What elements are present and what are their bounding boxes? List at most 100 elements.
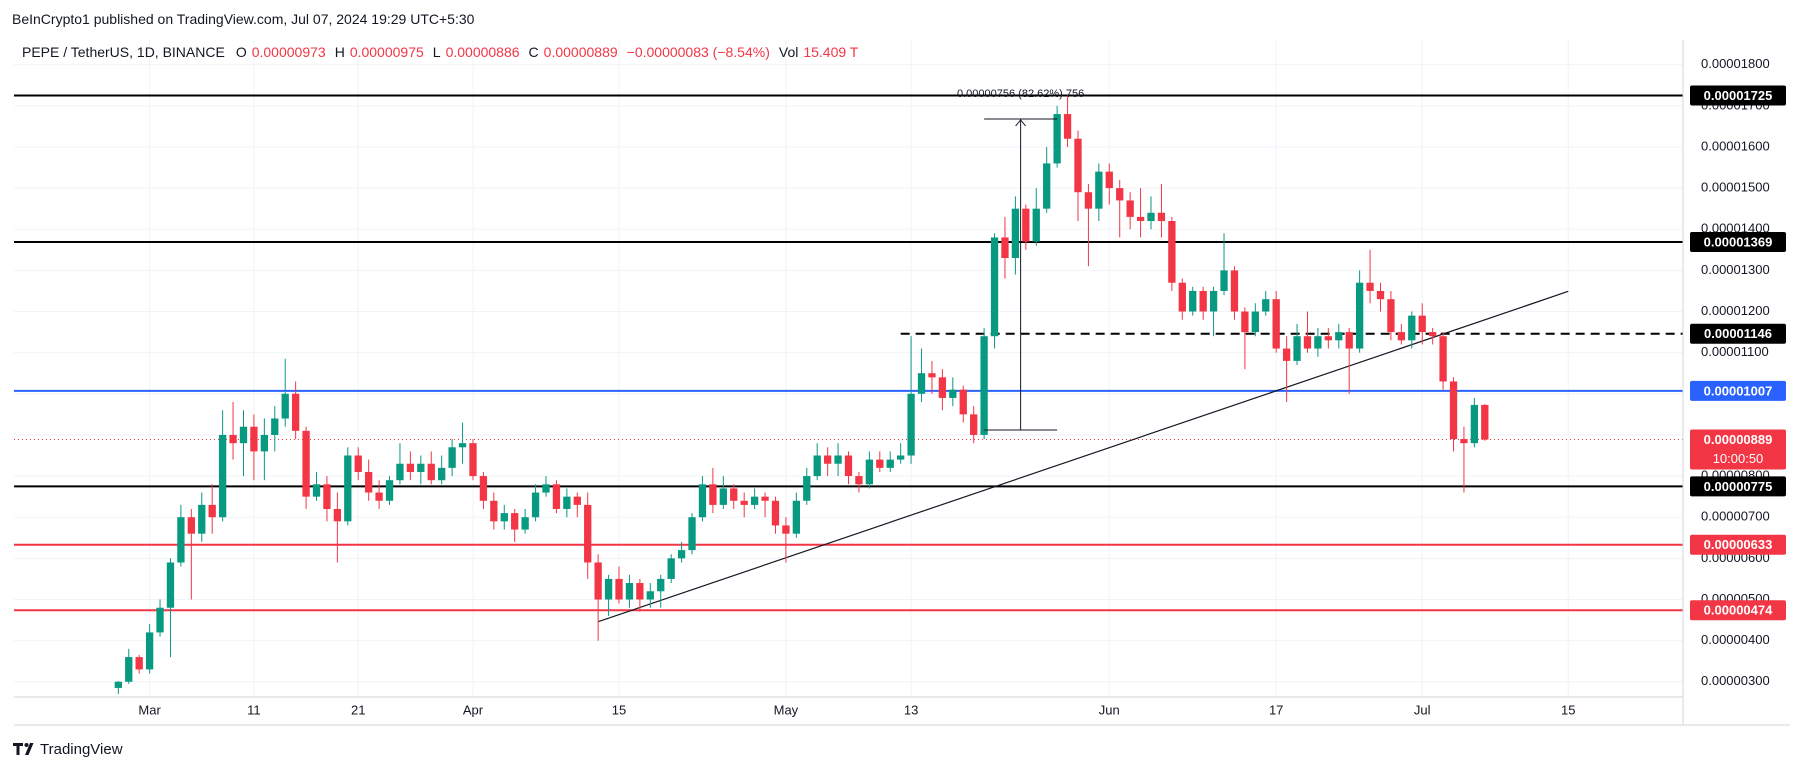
candle-body	[980, 336, 988, 435]
candle-body	[865, 459, 874, 485]
candle-body	[928, 373, 936, 378]
candle-body	[1136, 216, 1145, 222]
candle-body	[250, 426, 258, 452]
price-badge	[1690, 476, 1786, 497]
x-tick-label: 15	[1561, 702, 1575, 717]
candle-body	[344, 455, 352, 522]
candle-body	[688, 517, 696, 551]
plot-area	[14, 40, 1683, 697]
low-value: 0.00000886	[445, 44, 520, 60]
candle-body	[823, 455, 832, 464]
y-tick-label: 0.00001400	[1701, 221, 1770, 236]
measure-arrow	[1015, 119, 1027, 127]
candle-body	[385, 480, 394, 501]
candle-body	[1324, 336, 1332, 341]
candle-body	[1460, 439, 1468, 444]
x-tick-label: Apr	[463, 702, 484, 717]
candle-body	[844, 455, 853, 477]
candle-body	[521, 517, 529, 530]
high-label: H	[334, 44, 345, 60]
candle-body	[573, 496, 581, 505]
published-note: BeInCrypto1 published on TradingView.com…	[12, 11, 475, 27]
price-badge-label: 0.00001146	[1704, 326, 1772, 341]
x-tick-label: Jul	[1414, 702, 1431, 717]
tv-logo	[13, 743, 34, 755]
candle-body	[291, 393, 300, 431]
candle-body	[552, 484, 561, 509]
candle-body	[1178, 282, 1186, 312]
candle-body	[396, 463, 404, 481]
candle-body	[897, 455, 905, 460]
x-tick-label: May	[774, 702, 799, 717]
candle-body	[1001, 237, 1009, 259]
candle-body	[615, 578, 623, 600]
y-tick-label: 0.00001200	[1701, 303, 1770, 318]
candle-body	[1032, 208, 1040, 242]
candle-body	[531, 492, 540, 518]
candle-body	[198, 504, 206, 534]
candle-body	[1293, 336, 1301, 361]
candle-body	[1272, 299, 1280, 349]
volume-value: 15.409 T	[803, 44, 859, 60]
candle-body	[490, 500, 498, 522]
candle-body	[1449, 381, 1458, 440]
candle-body	[907, 393, 915, 456]
symbol-legend: PEPE / TetherUS, 1D, BINANCE O 0.00000973…	[22, 44, 862, 60]
trendline	[597, 290, 1569, 623]
close-value: 0.00000889	[543, 44, 618, 60]
candle-body	[208, 504, 216, 518]
candle-body	[740, 500, 748, 505]
price-badge	[1690, 380, 1786, 401]
candle-body	[1022, 208, 1030, 242]
x-tick-label: 15	[612, 702, 626, 717]
candle-body	[406, 463, 415, 472]
open-label: O	[235, 44, 247, 60]
candle-body	[1063, 114, 1072, 139]
x-tick-label: 11	[247, 702, 261, 717]
candle-body	[281, 393, 289, 419]
candle-body	[1074, 138, 1082, 193]
candle-body	[1314, 336, 1322, 349]
candle-body	[323, 484, 331, 509]
candle-body	[730, 488, 738, 501]
candle-body	[636, 583, 644, 600]
candle-body	[1189, 290, 1197, 312]
candle-body	[448, 447, 456, 468]
candle-body	[1345, 332, 1353, 349]
candle-body	[1387, 299, 1395, 333]
candle-body	[1168, 221, 1176, 283]
candle-body	[698, 484, 707, 518]
candle-body	[1053, 114, 1061, 164]
candle-body	[1105, 171, 1113, 189]
price-badge-label: 0.00000775	[1704, 479, 1773, 494]
measure-label: 0.00000756 (82.62%) 756	[957, 88, 1084, 100]
price-badge	[1690, 600, 1786, 621]
price-badge-label: 0.00000474	[1704, 603, 1773, 618]
candle-body	[657, 578, 665, 592]
x-tick-label: Jun	[1099, 702, 1120, 717]
change-value: −0.00000083 (−8.54%)	[626, 44, 770, 60]
candle-body	[218, 434, 227, 518]
candle-body	[584, 504, 592, 563]
low-label: L	[432, 44, 441, 60]
candle-body	[813, 455, 821, 477]
candle-body	[1470, 404, 1479, 444]
candle-body	[1126, 200, 1134, 217]
candle-body	[427, 463, 435, 481]
candle-body	[333, 508, 342, 522]
candle-body	[229, 434, 237, 444]
candle-body	[500, 513, 508, 522]
candle-body	[594, 562, 602, 600]
candle-body	[135, 657, 143, 670]
candle-body	[709, 484, 717, 505]
candle-body	[959, 389, 967, 415]
candle-body	[1439, 336, 1447, 382]
candle-body	[1428, 332, 1437, 337]
candle-body	[542, 484, 550, 493]
y-tick-label: 0.00000300	[1701, 673, 1770, 688]
candle-body	[625, 583, 634, 600]
candle-body	[886, 459, 894, 468]
candle-body	[1157, 212, 1166, 222]
